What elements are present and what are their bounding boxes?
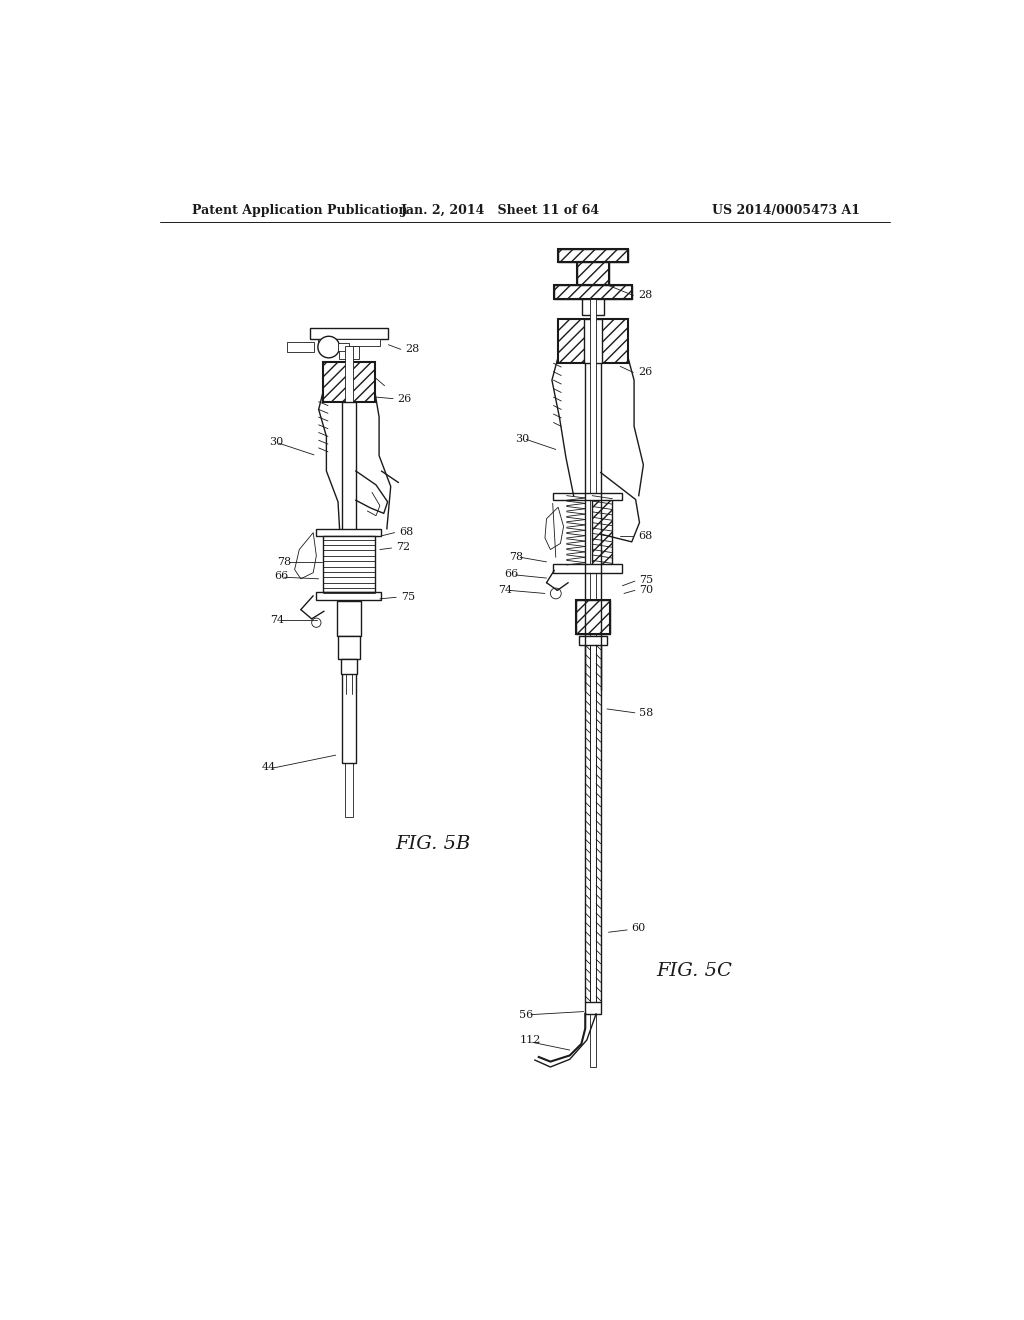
Text: 56: 56 bbox=[519, 1010, 534, 1019]
Circle shape bbox=[311, 618, 321, 627]
Text: 68: 68 bbox=[638, 531, 652, 541]
Text: Jan. 2, 2014   Sheet 11 of 64: Jan. 2, 2014 Sheet 11 of 64 bbox=[400, 205, 600, 218]
Bar bbox=[316, 529, 381, 536]
Bar bbox=[316, 591, 381, 599]
Bar bbox=[342, 401, 356, 763]
Bar bbox=[579, 636, 607, 645]
Text: 75: 75 bbox=[640, 576, 653, 585]
Text: 72: 72 bbox=[396, 543, 411, 552]
Bar bbox=[323, 536, 375, 591]
Bar bbox=[553, 492, 623, 500]
Bar bbox=[583, 298, 604, 315]
Text: 66: 66 bbox=[274, 570, 289, 581]
Text: 70: 70 bbox=[640, 585, 653, 594]
Bar bbox=[554, 285, 632, 298]
Bar bbox=[584, 318, 602, 363]
Text: 78: 78 bbox=[278, 557, 292, 566]
Text: 78: 78 bbox=[509, 552, 523, 562]
Bar bbox=[341, 659, 356, 675]
Bar bbox=[577, 261, 609, 285]
Bar bbox=[592, 496, 612, 569]
Bar bbox=[577, 261, 609, 285]
Text: FIG. 5C: FIG. 5C bbox=[656, 962, 732, 979]
Text: 112: 112 bbox=[519, 1035, 541, 1045]
Text: Patent Application Publication: Patent Application Publication bbox=[191, 205, 408, 218]
Bar bbox=[575, 599, 610, 635]
Circle shape bbox=[317, 337, 340, 358]
Bar bbox=[586, 1002, 601, 1014]
Bar bbox=[337, 601, 360, 636]
Bar bbox=[310, 327, 388, 339]
Bar bbox=[553, 564, 623, 573]
Text: US 2014/0005473 A1: US 2014/0005473 A1 bbox=[713, 205, 860, 218]
Text: 60: 60 bbox=[632, 924, 646, 933]
Bar bbox=[590, 298, 596, 1067]
Text: 28: 28 bbox=[406, 345, 420, 354]
Bar bbox=[339, 346, 359, 359]
Bar bbox=[554, 285, 632, 298]
Polygon shape bbox=[295, 533, 316, 578]
Text: 74: 74 bbox=[270, 615, 285, 626]
Bar bbox=[338, 343, 349, 351]
Text: 58: 58 bbox=[640, 708, 653, 718]
Text: 28: 28 bbox=[638, 290, 652, 301]
Text: 66: 66 bbox=[505, 569, 519, 579]
Text: 44: 44 bbox=[261, 762, 275, 772]
Circle shape bbox=[550, 589, 561, 599]
Text: 68: 68 bbox=[399, 527, 414, 537]
Text: 30: 30 bbox=[269, 437, 284, 446]
Bar bbox=[558, 249, 628, 261]
Text: 74: 74 bbox=[499, 585, 513, 594]
Bar bbox=[558, 249, 628, 261]
Bar bbox=[558, 318, 628, 363]
Bar bbox=[323, 362, 375, 401]
Bar bbox=[317, 339, 380, 346]
Text: 30: 30 bbox=[515, 434, 529, 445]
Polygon shape bbox=[545, 507, 563, 549]
Bar bbox=[345, 346, 352, 817]
Bar bbox=[323, 362, 347, 401]
Text: 75: 75 bbox=[400, 593, 415, 602]
Bar bbox=[287, 342, 314, 352]
Bar bbox=[595, 318, 628, 363]
Text: 26: 26 bbox=[397, 393, 412, 404]
Bar bbox=[350, 362, 375, 401]
Bar bbox=[575, 599, 610, 635]
Text: 26: 26 bbox=[638, 367, 652, 378]
Text: FIG. 5B: FIG. 5B bbox=[395, 834, 471, 853]
Bar bbox=[338, 636, 359, 659]
Bar bbox=[558, 318, 591, 363]
